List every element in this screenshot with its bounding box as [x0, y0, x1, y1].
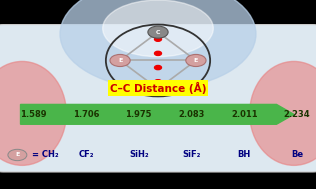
FancyArrow shape [21, 104, 294, 124]
Text: CF₂: CF₂ [78, 150, 94, 160]
Circle shape [155, 80, 161, 84]
Ellipse shape [0, 61, 66, 165]
Circle shape [110, 54, 130, 67]
Text: SiH₂: SiH₂ [129, 150, 149, 160]
Text: = CH₂: = CH₂ [32, 150, 58, 160]
Ellipse shape [60, 0, 256, 89]
Text: SiF₂: SiF₂ [182, 150, 201, 160]
Circle shape [186, 54, 206, 67]
Circle shape [155, 37, 161, 41]
Ellipse shape [250, 61, 316, 165]
FancyBboxPatch shape [0, 25, 316, 172]
Text: C: C [156, 30, 160, 35]
Ellipse shape [103, 0, 213, 57]
Circle shape [148, 26, 168, 38]
Text: 2.011: 2.011 [231, 110, 258, 119]
Text: 2.083: 2.083 [178, 110, 205, 119]
Text: C–C Distance (Å): C–C Distance (Å) [110, 82, 206, 94]
Text: 2.234: 2.234 [284, 110, 310, 119]
Circle shape [155, 51, 161, 56]
Text: E: E [118, 58, 122, 63]
Text: BH: BH [238, 150, 251, 160]
Text: E: E [194, 58, 198, 63]
Text: C: C [156, 86, 160, 91]
Text: 1.589: 1.589 [20, 110, 46, 119]
Text: E: E [15, 153, 20, 157]
Text: 1.706: 1.706 [73, 110, 99, 119]
Text: Be: Be [291, 150, 303, 160]
Text: 1.975: 1.975 [125, 110, 152, 119]
Circle shape [8, 149, 27, 161]
Circle shape [148, 83, 168, 95]
Circle shape [155, 66, 161, 70]
